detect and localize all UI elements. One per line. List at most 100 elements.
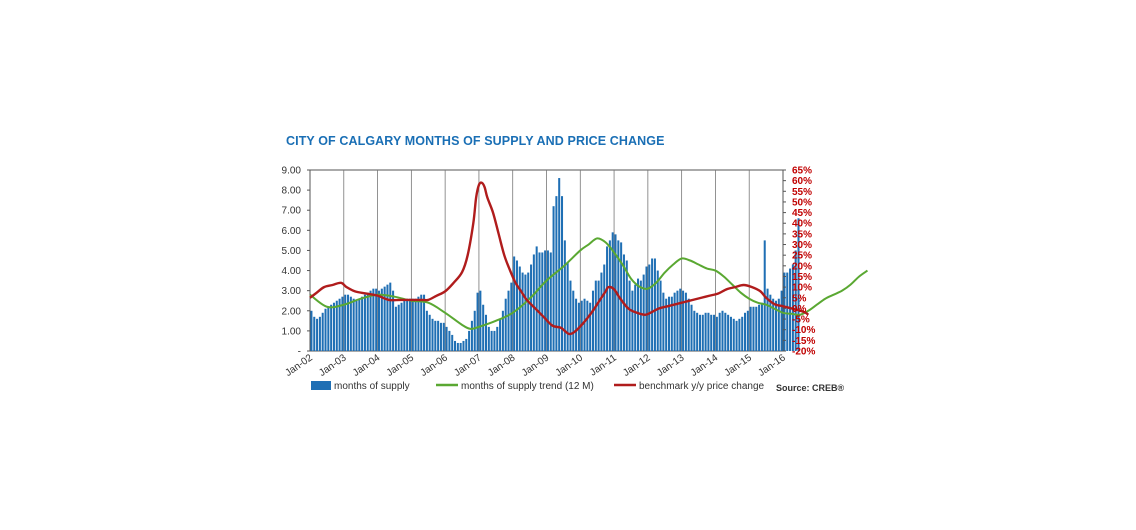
supply-bar xyxy=(665,298,668,351)
supply-bar xyxy=(496,326,499,351)
supply-bar xyxy=(589,302,592,351)
supply-bar xyxy=(352,298,355,351)
x-tick-label: Jan-06 xyxy=(419,352,451,379)
supply-bar xyxy=(698,314,701,351)
supply-bar xyxy=(361,296,364,351)
legend-label-price: benchmark y/y price change xyxy=(639,381,765,392)
supply-bar xyxy=(530,264,533,351)
supply-bar xyxy=(327,306,330,351)
supply-bar xyxy=(710,314,713,351)
y-right-tick-label: 35% xyxy=(792,229,812,240)
supply-bar xyxy=(462,340,465,351)
supply-bar xyxy=(437,320,440,351)
supply-bar xyxy=(693,310,696,351)
supply-bar xyxy=(535,246,538,351)
supply-bar xyxy=(456,342,459,351)
supply-bar xyxy=(786,272,789,351)
supply-bar xyxy=(701,314,704,351)
supply-bar xyxy=(642,274,645,351)
supply-bar xyxy=(794,250,797,351)
x-tick-label: Jan-03 xyxy=(317,352,349,379)
supply-bar xyxy=(363,294,366,351)
supply-bar xyxy=(341,296,344,351)
supply-bar xyxy=(313,316,316,351)
supply-bar xyxy=(417,296,420,351)
supply-bar xyxy=(566,262,569,351)
y-left-tick-label: 2.00 xyxy=(282,306,302,317)
supply-bar xyxy=(755,306,758,351)
supply-bar xyxy=(375,288,378,351)
supply-bar xyxy=(541,252,544,351)
supply-bar xyxy=(397,304,400,351)
supply-bar xyxy=(454,340,457,351)
supply-bar xyxy=(783,272,786,351)
supply-bar xyxy=(777,298,780,351)
supply-bar xyxy=(797,218,800,351)
supply-bar xyxy=(420,294,423,351)
x-tick-label: Jan-15 xyxy=(723,352,755,379)
supply-bar xyxy=(715,316,718,351)
supply-bar xyxy=(724,312,727,351)
supply-bar xyxy=(552,206,555,351)
supply-bar xyxy=(394,306,397,351)
supply-bar xyxy=(386,284,389,351)
y-right-tick-label: 40% xyxy=(792,219,812,230)
supply-bar xyxy=(468,330,471,351)
x-tick-label: Jan-09 xyxy=(520,352,552,379)
supply-bar xyxy=(679,288,682,351)
supply-bar xyxy=(549,252,552,351)
bars-layer xyxy=(310,178,800,351)
legend-swatch-supply xyxy=(311,381,331,390)
supply-bar xyxy=(659,280,662,351)
supply-bar xyxy=(704,312,707,351)
x-tick-label: Jan-11 xyxy=(588,352,619,378)
supply-bar xyxy=(651,258,654,351)
supply-bar xyxy=(408,298,411,351)
supply-bar xyxy=(648,264,651,351)
supply-bar xyxy=(434,320,437,351)
supply-bar xyxy=(656,270,659,351)
y-right-tick-label: -5% xyxy=(792,315,810,326)
lines-layer xyxy=(309,181,869,336)
supply-bar xyxy=(639,280,642,351)
supply-bar xyxy=(380,288,383,351)
y-right-tick-label: 30% xyxy=(792,240,812,251)
supply-bar xyxy=(372,288,375,351)
supply-bar xyxy=(752,306,755,351)
supply-bar xyxy=(487,326,490,351)
supply-bar xyxy=(690,304,693,351)
y-right-tick-label: 55% xyxy=(792,187,812,198)
y-left-tick-label: 1.00 xyxy=(282,326,302,337)
y-right-tick-label: 0% xyxy=(792,304,807,315)
y-left-tick-label: 9.00 xyxy=(282,166,302,177)
supply-bar xyxy=(527,272,530,351)
supply-bar xyxy=(583,298,586,351)
supply-bar xyxy=(544,250,547,351)
supply-bar xyxy=(439,322,442,351)
supply-bar xyxy=(780,290,783,351)
supply-bar xyxy=(332,302,335,351)
supply-bar xyxy=(653,258,656,351)
supply-bar xyxy=(335,300,338,351)
x-tick-label: Jan-10 xyxy=(554,352,586,379)
supply-bar xyxy=(400,302,403,351)
supply-bar xyxy=(321,312,324,351)
y-left-tick-label: 5.00 xyxy=(282,246,302,257)
supply-bar xyxy=(425,310,428,351)
supply-bar xyxy=(735,320,738,351)
supply-bar xyxy=(366,292,369,351)
supply-bar xyxy=(637,278,640,351)
supply-bar xyxy=(603,264,606,351)
y-right-tick-label: -15% xyxy=(792,336,815,347)
supply-bar xyxy=(741,316,744,351)
supply-bar xyxy=(479,290,482,351)
x-tick-label: Jan-12 xyxy=(621,352,653,379)
supply-bar xyxy=(670,296,673,351)
supply-bar xyxy=(330,304,333,351)
x-tick-label: Jan-08 xyxy=(486,352,518,379)
supply-bar xyxy=(310,310,313,351)
y-right-tick-label: 45% xyxy=(792,208,812,219)
supply-bar xyxy=(620,242,623,351)
supply-bar xyxy=(431,318,434,351)
